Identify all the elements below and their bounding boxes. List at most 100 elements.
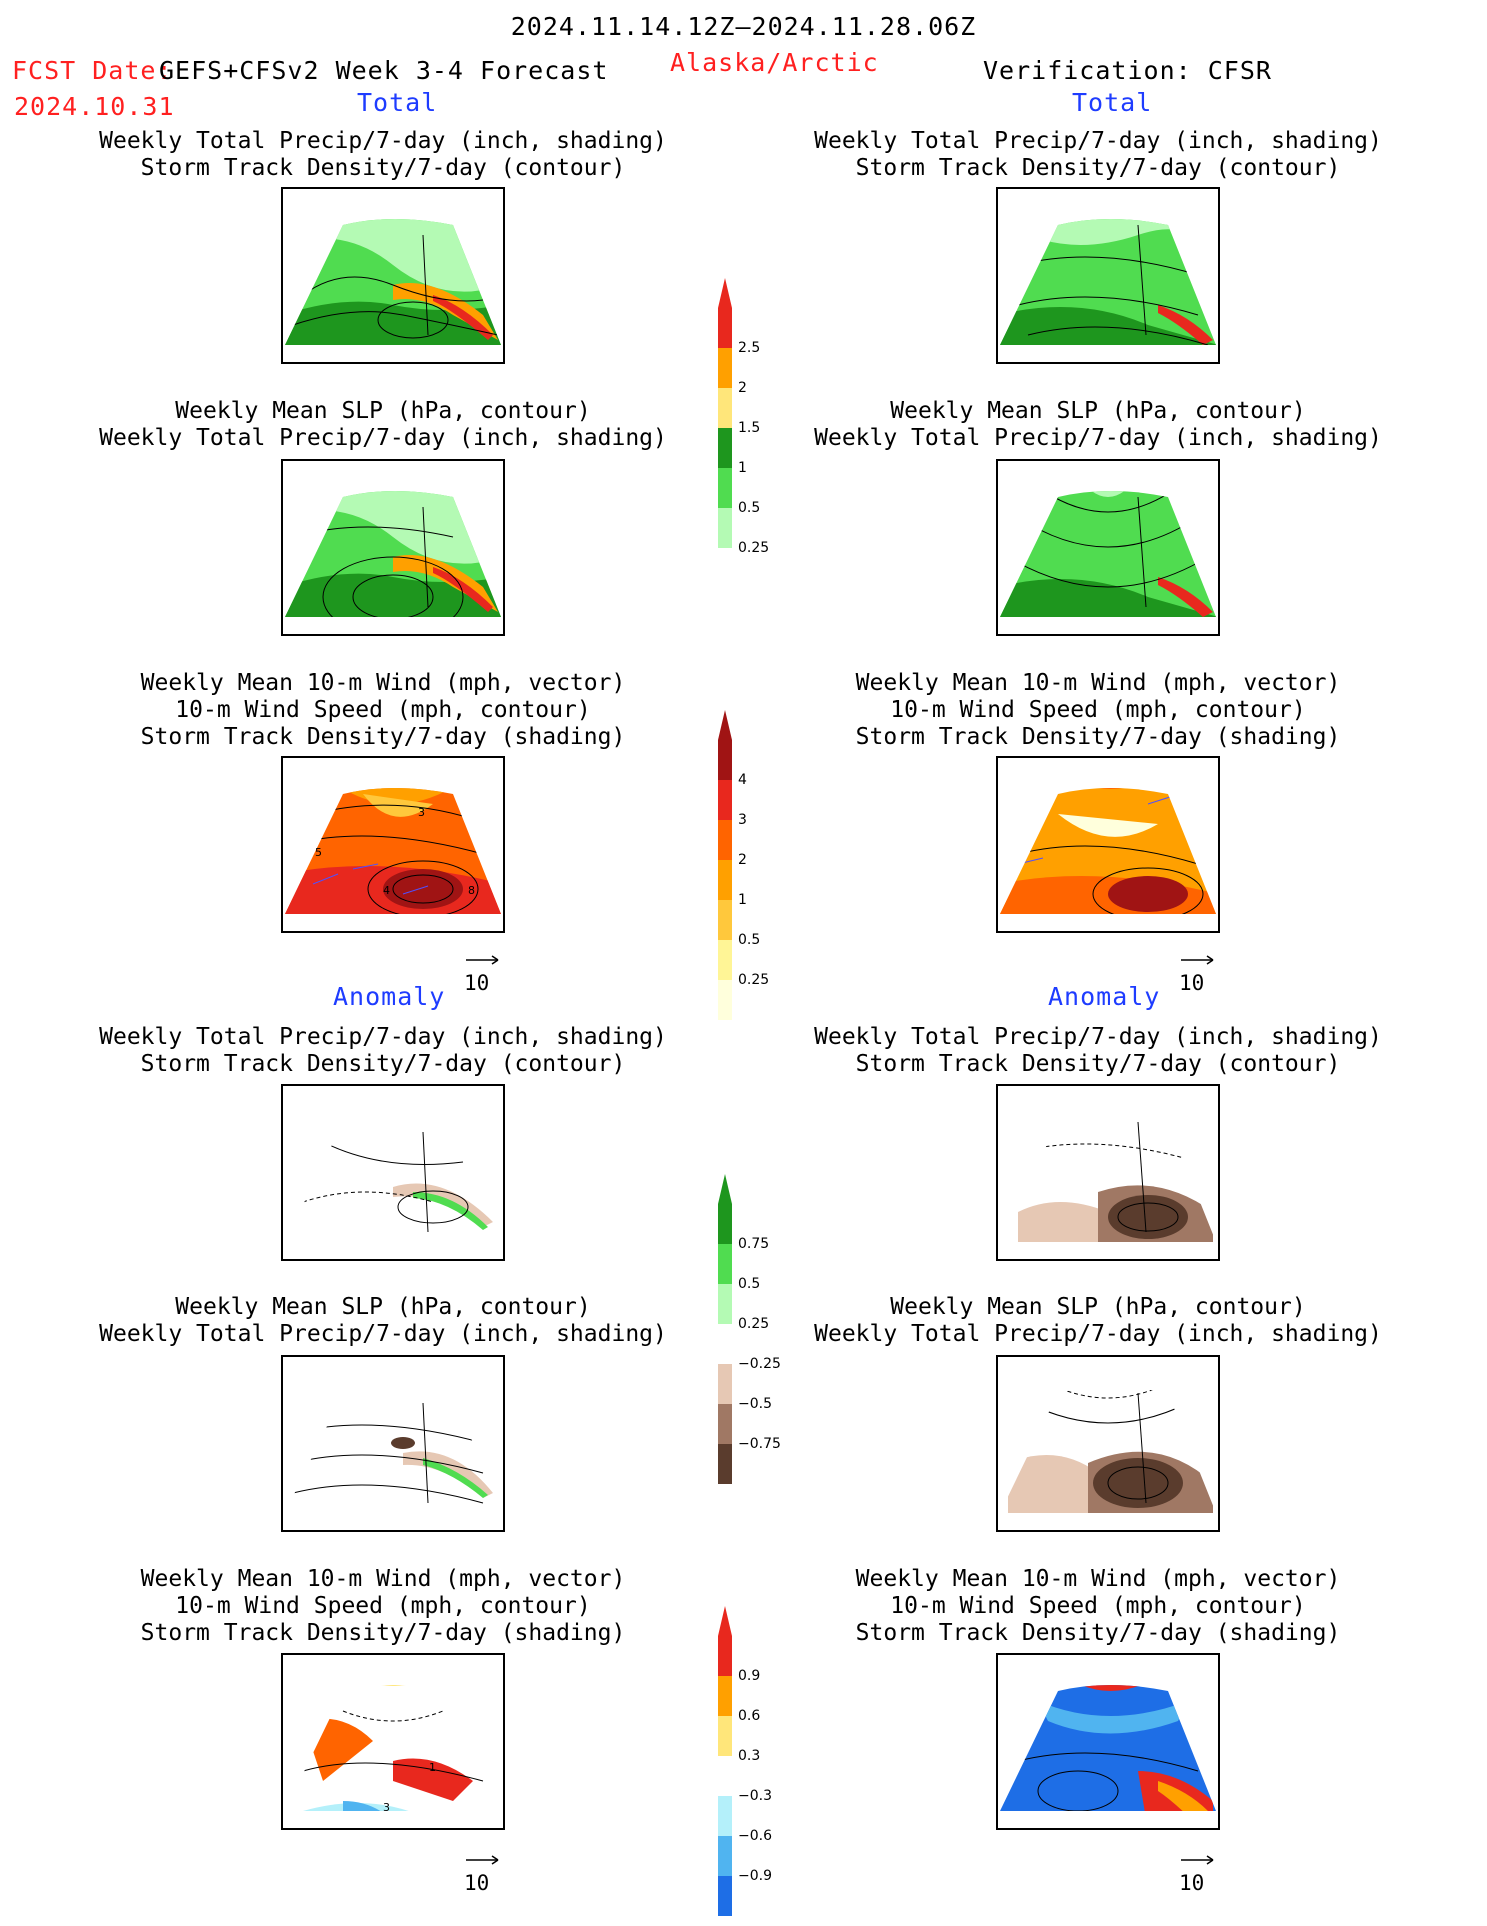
colorbar-storm-anom: 0.9 0.6 0.3 −0.3 −0.6 −0.9: [718, 1596, 798, 1916]
fc-total-wind-map: 3 5 4 8: [281, 756, 505, 933]
colorbar-tick-label: −0.9: [738, 1868, 772, 1884]
fc-anom-precip-title: Weekly Total Precip/7-day (inch, shading…: [99, 1024, 667, 1077]
colorbar-segment: [718, 860, 732, 900]
region-label: Alaska/Arctic: [670, 48, 879, 77]
fc-anom-wind-title: Weekly Mean 10-m Wind (mph, vector) 10-m…: [140, 1566, 626, 1646]
vf-anom-wind-map: [996, 1653, 1220, 1830]
vector-ref-label: 10: [464, 1871, 490, 1895]
colorbar-tick-label: 0.3: [738, 1748, 761, 1764]
section-anomaly-forecast: Anomaly: [333, 982, 446, 1011]
fc-total-precip-title: Weekly Total Precip/7-day (inch, shading…: [99, 128, 667, 181]
colorbar-tick-label: 0.6: [738, 1708, 761, 1724]
colorbar-segment: [718, 740, 732, 780]
vf-total-wind-title: Weekly Mean 10-m Wind (mph, vector) 10-m…: [855, 670, 1341, 750]
vf-anom-precip-map: [996, 1084, 1220, 1261]
section-total-forecast: Total: [357, 88, 438, 117]
vf-anom-precip-title: Weekly Total Precip/7-day (inch, shading…: [814, 1024, 1382, 1077]
colorbar-extend-top: [718, 710, 732, 740]
colorbar-segment: [718, 1204, 732, 1244]
vector-ref-label: 10: [1179, 971, 1205, 995]
vf-total-slp-title: Weekly Mean SLP (hPa, contour) Weekly To…: [814, 398, 1382, 451]
vector-ref-fc-anom: 10: [464, 1852, 504, 1895]
vf-total-precip-title: Weekly Total Precip/7-day (inch, shading…: [814, 128, 1382, 181]
fc-anom-slp-title: Weekly Mean SLP (hPa, contour) Weekly To…: [99, 1294, 667, 1347]
fc-total-precip-map: [281, 187, 505, 364]
colorbar-segment: [718, 1244, 732, 1284]
colorbar-tick-label: 0.25: [738, 972, 770, 988]
fc-total-wind-title: Weekly Mean 10-m Wind (mph, vector) 10-m…: [140, 670, 626, 750]
model-label: GEFS+CFSv2 Week 3-4 Forecast: [159, 56, 609, 85]
colorbar-tick-label: −0.6: [738, 1828, 772, 1844]
colorbar-tick-label: 2: [738, 380, 747, 396]
colorbar-tick-label: 0.9: [738, 1668, 761, 1684]
colorbar-segment: [718, 508, 732, 548]
section-total-verification: Total: [1072, 88, 1153, 117]
colorbar-tick-label: −0.5: [738, 1396, 772, 1412]
panel-label: 5: [315, 846, 322, 859]
colorbar-tick-label: 2: [738, 852, 747, 868]
colorbar-segment: [718, 348, 732, 388]
colorbar-segment: [718, 1876, 732, 1916]
fc-anom-precip-map: [281, 1084, 505, 1261]
fc-total-slp-map: [281, 459, 505, 636]
section-anomaly-verification: Anomaly: [1048, 982, 1161, 1011]
vector-ref-vf-total: 10: [1179, 952, 1219, 995]
colorbar-segment: [718, 1756, 732, 1796]
colorbar-precip-total: 2.5 2 1.5 1 0.5 0.25: [718, 268, 798, 556]
fcst-date-value: 2024.10.31: [14, 92, 175, 121]
colorbar-segment: [718, 308, 732, 348]
colorbar-tick-label: 1.5: [738, 420, 761, 436]
vf-total-precip-map: [996, 187, 1220, 364]
colorbar-segment: [718, 820, 732, 860]
colorbar-storm-total: 4 3 2 1 0.5 0.25: [718, 700, 798, 1020]
fcst-date-label: FCST Date:: [12, 56, 173, 85]
panel-label: 1: [429, 1761, 436, 1774]
colorbar-segment: [718, 1364, 732, 1404]
period-title: 2024.11.14.12Z–2024.11.28.06Z: [510, 12, 977, 41]
colorbar-tick-label: 1: [738, 460, 747, 476]
panel-label: 8: [468, 884, 475, 897]
vector-ref-vf-anom: 10: [1179, 1852, 1219, 1895]
colorbar-segment: [718, 388, 732, 428]
panel-label: 3: [418, 806, 425, 819]
colorbar-tick-label: 0.5: [738, 932, 761, 948]
panel-label: 4: [383, 884, 390, 897]
colorbar-tick-label: 3: [738, 812, 747, 828]
colorbar-segment: [718, 1284, 732, 1324]
vf-anom-slp-map: [996, 1355, 1220, 1532]
vf-anom-wind-title: Weekly Mean 10-m Wind (mph, vector) 10-m…: [855, 1566, 1341, 1646]
verification-label: Verification: CFSR: [983, 56, 1272, 85]
panel-label: 3: [383, 1801, 390, 1814]
colorbar-segment: [718, 940, 732, 980]
colorbar-tick-label: −0.25: [738, 1356, 781, 1372]
vector-ref-label: 10: [464, 971, 490, 995]
colorbar-tick-label: 0.5: [738, 1276, 761, 1292]
colorbar-segment: [718, 980, 732, 1020]
colorbar-segment: [718, 1796, 732, 1836]
colorbar-extend-top: [718, 1174, 732, 1204]
colorbar-tick-label: −0.3: [738, 1788, 772, 1804]
colorbar-precip-anom: 0.75 0.5 0.25 −0.25 −0.5 −0.75: [718, 1164, 798, 1484]
vf-anom-slp-title: Weekly Mean SLP (hPa, contour) Weekly To…: [814, 1294, 1382, 1347]
colorbar-segment: [718, 1636, 732, 1676]
colorbar-tick-label: 0.25: [738, 1316, 770, 1332]
fc-total-slp-title: Weekly Mean SLP (hPa, contour) Weekly To…: [99, 398, 667, 451]
colorbar-tick-label: 0.25: [738, 540, 770, 556]
colorbar-tick-label: 0.5: [738, 500, 761, 516]
colorbar-tick-label: 1: [738, 892, 747, 908]
colorbar-tick-label: 2.5: [738, 340, 761, 356]
colorbar-segment: [718, 1676, 732, 1716]
colorbar-segment: [718, 1716, 732, 1756]
fc-anom-wind-map: 1 3: [281, 1653, 505, 1830]
vf-total-wind-map: [996, 756, 1220, 933]
colorbar-extend-top: [718, 278, 732, 308]
vector-ref-fc-total: 10: [464, 952, 504, 995]
colorbar-tick-label: 0.75: [738, 1236, 770, 1252]
colorbar-segment: [718, 900, 732, 940]
colorbar-segment: [718, 1836, 732, 1876]
colorbar-segment: [718, 1444, 732, 1484]
colorbar-extend-top: [718, 1606, 732, 1636]
colorbar-tick-label: −0.75: [738, 1436, 781, 1452]
colorbar-tick-label: 4: [738, 772, 747, 788]
colorbar-segment: [718, 428, 732, 468]
